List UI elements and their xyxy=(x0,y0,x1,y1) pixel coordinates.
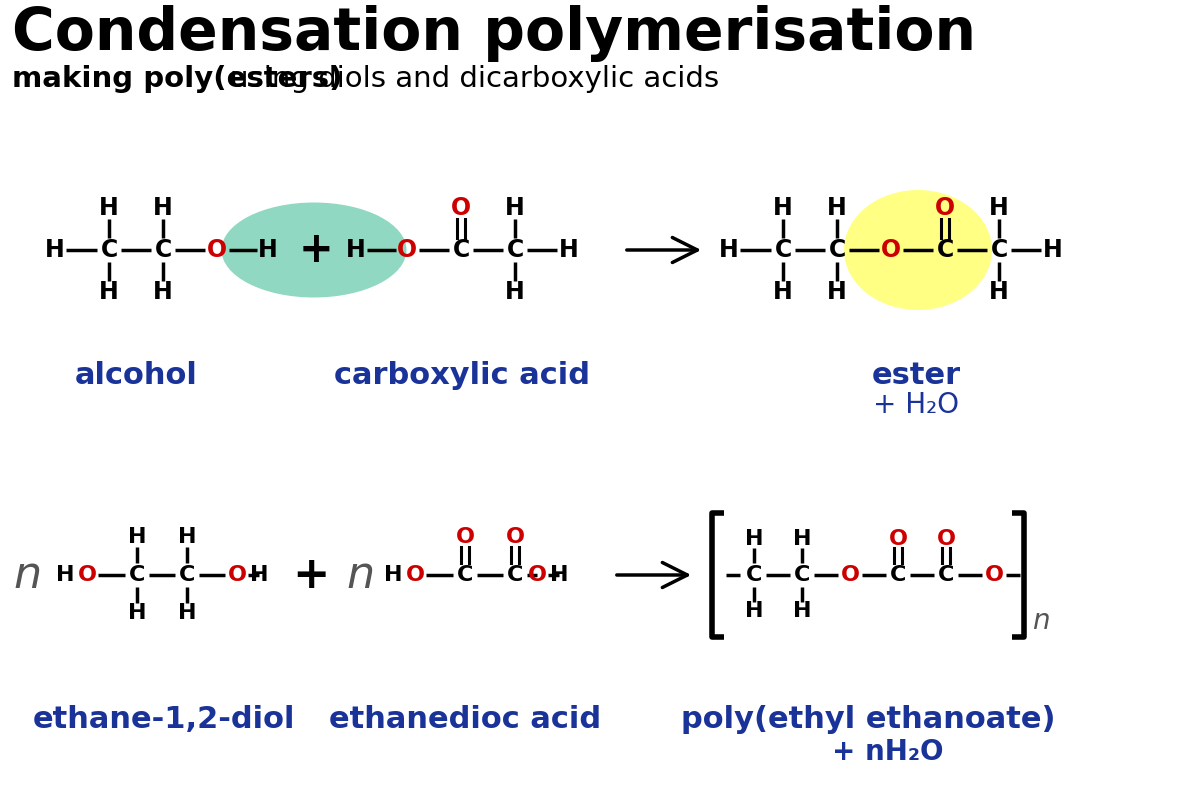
Text: ethanedioc acid: ethanedioc acid xyxy=(329,706,602,734)
Text: C: C xyxy=(829,238,846,262)
Text: C: C xyxy=(129,565,145,585)
Text: H: H xyxy=(793,601,811,621)
Text: O: O xyxy=(227,565,246,585)
Text: + H₂O: + H₂O xyxy=(873,391,959,419)
Text: H: H xyxy=(153,196,173,220)
Text: H: H xyxy=(128,603,146,623)
Text: C: C xyxy=(457,565,474,585)
Text: C: C xyxy=(936,238,953,262)
Text: H: H xyxy=(505,196,525,220)
Text: H: H xyxy=(505,280,525,304)
Text: O: O xyxy=(78,565,97,585)
Text: H: H xyxy=(773,280,793,304)
Text: C: C xyxy=(990,238,1007,262)
Text: H: H xyxy=(153,280,173,304)
Text: n: n xyxy=(347,554,376,597)
Text: C: C xyxy=(154,238,171,262)
Text: +: + xyxy=(292,554,330,597)
Text: O: O xyxy=(889,529,908,549)
Text: O: O xyxy=(405,565,425,585)
Text: H: H xyxy=(828,280,847,304)
Text: H: H xyxy=(1043,238,1063,262)
Text: H: H xyxy=(346,238,366,262)
Text: C: C xyxy=(938,565,954,585)
Text: H: H xyxy=(128,527,146,547)
Ellipse shape xyxy=(221,202,407,298)
Text: ethane-1,2-diol: ethane-1,2-diol xyxy=(33,706,295,734)
Text: C: C xyxy=(507,565,523,585)
Text: n: n xyxy=(1032,607,1050,635)
Text: O: O xyxy=(506,527,525,547)
Text: ester: ester xyxy=(872,361,960,390)
Text: poly(ethyl ethanoate): poly(ethyl ethanoate) xyxy=(681,706,1055,734)
Text: H: H xyxy=(258,238,277,262)
Text: using diols and dicarboxylic acids: using diols and dicarboxylic acids xyxy=(230,65,719,93)
Text: H: H xyxy=(745,529,763,549)
Text: C: C xyxy=(774,238,792,262)
Text: O: O xyxy=(207,238,227,262)
Text: H: H xyxy=(99,196,118,220)
Text: H: H xyxy=(773,196,793,220)
Text: H: H xyxy=(178,603,196,623)
Text: O: O xyxy=(397,238,417,262)
Text: H: H xyxy=(178,527,196,547)
Text: C: C xyxy=(794,565,810,585)
Text: C: C xyxy=(100,238,117,262)
Text: C: C xyxy=(452,238,470,262)
Text: H: H xyxy=(745,601,763,621)
Text: H: H xyxy=(559,238,579,262)
Text: H: H xyxy=(99,280,118,304)
Text: +: + xyxy=(299,229,334,271)
Text: H: H xyxy=(384,565,402,585)
Text: O: O xyxy=(456,527,475,547)
Text: H: H xyxy=(56,565,74,585)
Text: H: H xyxy=(989,196,1009,220)
Text: C: C xyxy=(179,565,195,585)
Text: C: C xyxy=(746,565,762,585)
Text: O: O xyxy=(936,529,956,549)
Text: O: O xyxy=(881,238,901,262)
Text: Condensation polymerisation: Condensation polymerisation xyxy=(12,5,976,62)
Text: H: H xyxy=(250,565,268,585)
Text: C: C xyxy=(890,565,907,585)
Text: H: H xyxy=(793,529,811,549)
Text: O: O xyxy=(451,196,471,220)
Text: carboxylic acid: carboxylic acid xyxy=(335,361,591,390)
Ellipse shape xyxy=(844,190,991,310)
Text: n: n xyxy=(14,554,42,597)
Text: alcohol: alcohol xyxy=(74,361,197,390)
Text: O: O xyxy=(935,196,956,220)
Text: O: O xyxy=(984,565,1003,585)
Text: making poly(esters): making poly(esters) xyxy=(12,65,353,93)
Text: + nH₂O: + nH₂O xyxy=(832,738,944,766)
Text: H: H xyxy=(989,280,1009,304)
Text: O: O xyxy=(841,565,860,585)
Text: H: H xyxy=(550,565,568,585)
Text: H: H xyxy=(828,196,847,220)
Text: C: C xyxy=(506,238,524,262)
Text: H: H xyxy=(719,238,739,262)
Text: O: O xyxy=(527,565,547,585)
Text: H: H xyxy=(45,238,65,262)
